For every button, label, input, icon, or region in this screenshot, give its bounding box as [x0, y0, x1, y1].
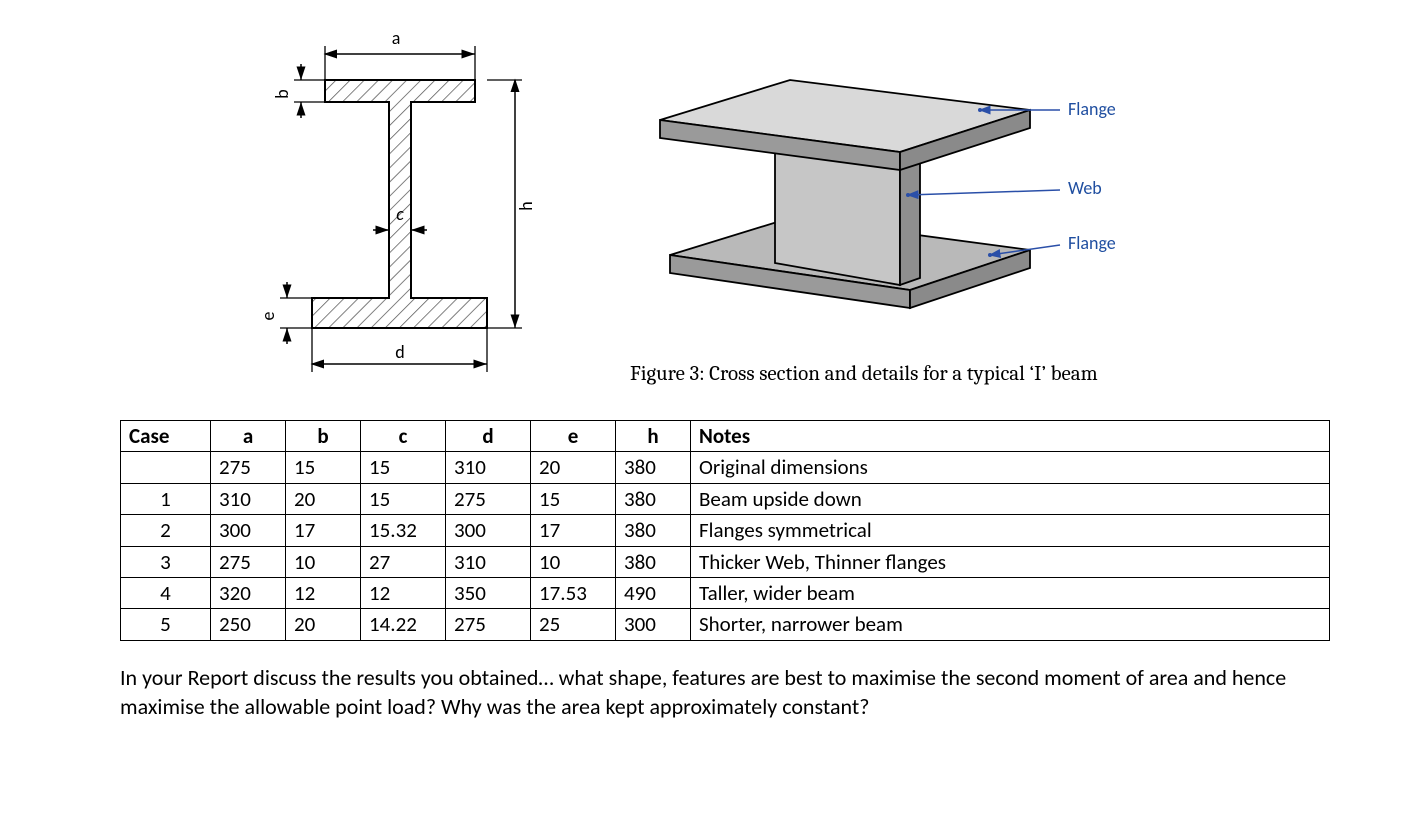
cell-dim: 15: [531, 483, 616, 514]
table-row: 23001715.3230017380Flanges symmetrical: [121, 515, 1330, 546]
table-header-row: Case a b c d e h Notes: [121, 421, 1330, 452]
th-a: a: [211, 421, 286, 452]
label-web: Web: [1068, 177, 1102, 199]
cell-notes: Original dimensions: [691, 452, 1330, 483]
cell-dim: 250: [211, 609, 286, 640]
table-row: 3275102731010380Thicker Web, Thinner fla…: [121, 546, 1330, 577]
cell-dim: 10: [286, 546, 361, 577]
cell-dim: 275: [211, 546, 286, 577]
cell-dim: 17: [286, 515, 361, 546]
cell-dim: 14.22: [361, 609, 446, 640]
cell-dim: 275: [446, 483, 531, 514]
cell-dim: 380: [616, 452, 691, 483]
cell-notes: Taller, wider beam: [691, 577, 1330, 608]
ibeam-3d-diagram: Flange Web Flange: [630, 50, 1150, 340]
cell-dim: 275: [446, 609, 531, 640]
cell-dim: 27: [361, 546, 446, 577]
cell-case: 3: [121, 546, 211, 577]
cell-notes: Beam upside down: [691, 483, 1330, 514]
cell-case: 2: [121, 515, 211, 546]
cell-case: [121, 452, 211, 483]
cell-dim: 310: [211, 483, 286, 514]
cell-dim: 380: [616, 515, 691, 546]
cell-dim: 12: [286, 577, 361, 608]
cell-dim: 17: [531, 515, 616, 546]
cell-case: 5: [121, 609, 211, 640]
cell-dim: 20: [286, 483, 361, 514]
web-side: [900, 158, 920, 285]
th-e: e: [531, 421, 616, 452]
table-row: 275151531020380Original dimensions: [121, 452, 1330, 483]
cell-dim: 300: [211, 515, 286, 546]
cell-dim: 275: [211, 452, 286, 483]
table-row: 1310201527515380Beam upside down: [121, 483, 1330, 514]
cross-section-diagram: a b c e d h: [240, 20, 550, 400]
cell-dim: 17.53: [531, 577, 616, 608]
cell-notes: Flanges symmetrical: [691, 515, 1330, 546]
cell-case: 4: [121, 577, 211, 608]
th-case: Case: [121, 421, 211, 452]
cell-dim: 350: [446, 577, 531, 608]
dim-label-d: d: [395, 341, 404, 363]
discussion-paragraph: In your Report discuss the results you o…: [120, 663, 1320, 722]
cell-dim: 15: [361, 452, 446, 483]
table-row: 52502014.2227525300Shorter, narrower bea…: [121, 609, 1330, 640]
cell-dim: 20: [286, 609, 361, 640]
cell-dim: 300: [616, 609, 691, 640]
cell-dim: 15.32: [361, 515, 446, 546]
cell-dim: 300: [446, 515, 531, 546]
label-flange-bottom: Flange: [1068, 232, 1116, 254]
th-d: d: [446, 421, 531, 452]
cell-dim: 490: [616, 577, 691, 608]
cell-dim: 380: [616, 483, 691, 514]
dim-label-h: h: [515, 201, 537, 210]
cell-notes: Shorter, narrower beam: [691, 609, 1330, 640]
figure-caption: Figure 3: Cross section and details for …: [630, 362, 1150, 386]
cell-dim: 20: [531, 452, 616, 483]
th-b: b: [286, 421, 361, 452]
dim-label-e: e: [257, 311, 279, 320]
th-h: h: [616, 421, 691, 452]
cell-dim: 15: [361, 483, 446, 514]
cell-notes: Thicker Web, Thinner flanges: [691, 546, 1330, 577]
cell-dim: 25: [531, 609, 616, 640]
table-row: 4320121235017.53490Taller, wider beam: [121, 577, 1330, 608]
cell-dim: 15: [286, 452, 361, 483]
cell-dim: 12: [361, 577, 446, 608]
dim-label-b: b: [271, 89, 293, 98]
th-c: c: [361, 421, 446, 452]
th-notes: Notes: [691, 421, 1330, 452]
cell-dim: 310: [446, 452, 531, 483]
cell-case: 1: [121, 483, 211, 514]
cell-dim: 320: [211, 577, 286, 608]
cell-dim: 310: [446, 546, 531, 577]
dim-label-a: a: [392, 27, 401, 49]
label-flange-top: Flange: [1068, 98, 1116, 120]
cell-dim: 380: [616, 546, 691, 577]
dim-label-c: c: [396, 203, 404, 225]
dimensions-table: Case a b c d e h Notes 275151531020380Or…: [120, 420, 1330, 641]
cell-dim: 10: [531, 546, 616, 577]
